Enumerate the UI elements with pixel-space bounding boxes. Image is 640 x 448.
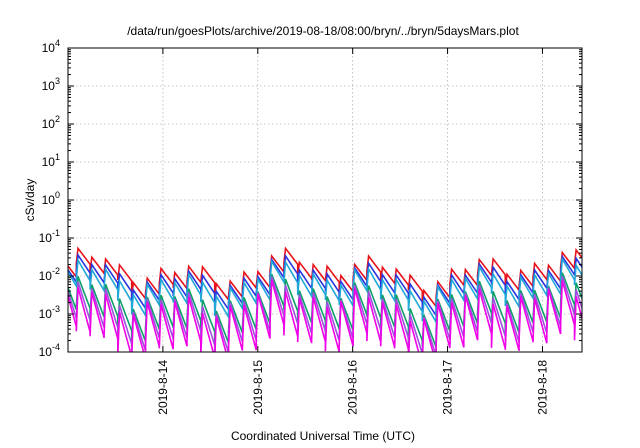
y-tick-label: 100 — [42, 190, 60, 207]
x-axis-label: Coordinated Universal Time (UTC) — [231, 429, 415, 443]
x-tick-label: 2019-8-17 — [441, 360, 455, 415]
series-line — [68, 272, 582, 348]
y-tick-label: 102 — [42, 114, 60, 131]
x-tick-label: 2019-8-18 — [535, 360, 549, 415]
y-tick-label: 104 — [42, 38, 60, 55]
series-layer — [68, 246, 582, 352]
x-tick-label: 2019-8-15 — [251, 360, 265, 415]
y-tick-label: 10-3 — [39, 304, 60, 321]
y-tick-label: 101 — [42, 152, 60, 169]
series-line — [68, 279, 582, 352]
chart-title: /data/run/goesPlots/archive/2019-08-18/0… — [127, 24, 519, 38]
series-line — [68, 256, 582, 325]
y-axis: 10-4 10-3 10-2 10-1 100 101 102 103 104 — [39, 38, 582, 359]
x-tick-label: 2019-8-14 — [156, 360, 170, 415]
y-tick-label: 10-1 — [39, 228, 60, 245]
y-tick-label: 10-4 — [39, 342, 60, 359]
series-line — [68, 252, 582, 319]
y-axis-label: cSv/day — [23, 179, 37, 222]
y-tick-label: 10-2 — [39, 266, 60, 283]
x-tick-label: 2019-8-16 — [346, 360, 360, 415]
y-tick-label: 103 — [42, 76, 60, 93]
x-axis: 2019-8-14 2019-8-15 2019-8-16 2019-8-17 2019… — [156, 48, 549, 415]
